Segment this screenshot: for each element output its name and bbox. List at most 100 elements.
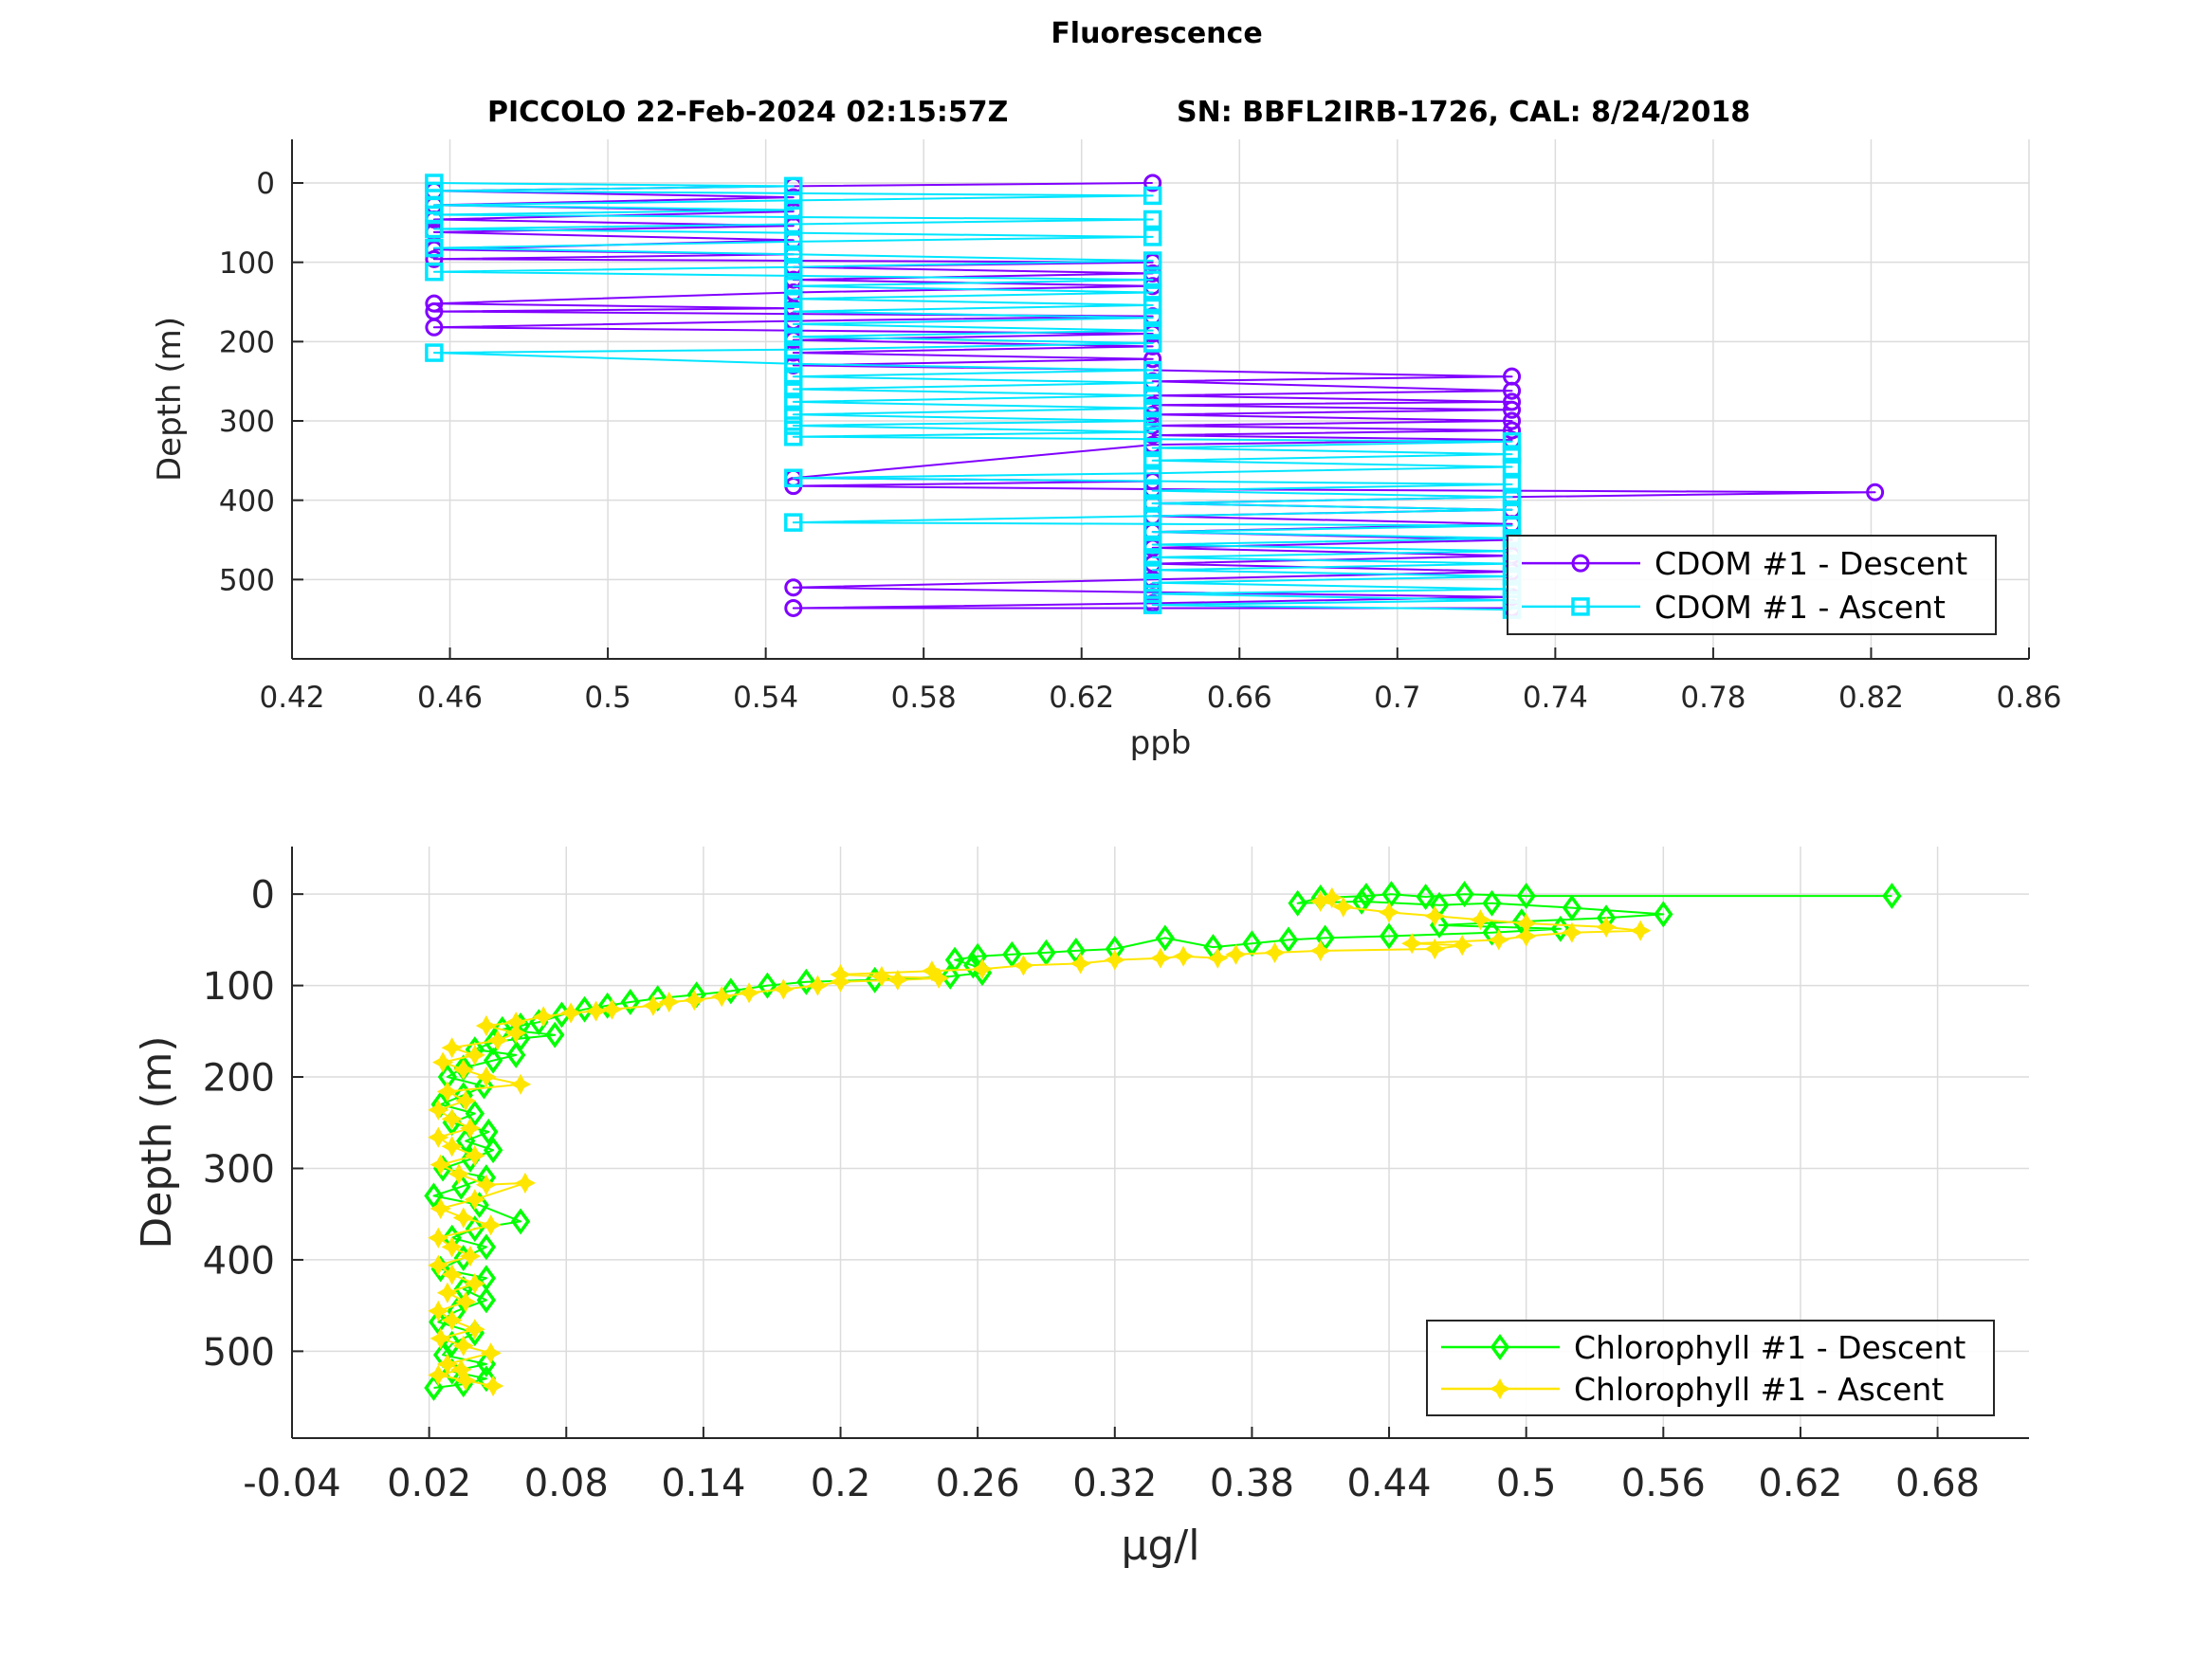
data-point xyxy=(1866,483,1885,501)
data-point xyxy=(784,176,803,196)
data-point xyxy=(505,1022,527,1044)
data-point xyxy=(807,975,829,996)
x-tick-label: 0.02 xyxy=(387,1462,471,1505)
data-point xyxy=(452,1059,474,1081)
data-point xyxy=(1502,487,1522,507)
legend-label: Chlorophyll #1 - Ascent xyxy=(1574,1371,1944,1408)
x-tick-label: 0.46 xyxy=(417,681,483,715)
data-point xyxy=(459,1118,482,1139)
data-point xyxy=(642,994,664,1016)
data-point xyxy=(510,1073,532,1095)
data-point xyxy=(436,1282,458,1304)
y-tick-label: 200 xyxy=(219,326,275,360)
figure-title: Fluorescence xyxy=(1051,17,1262,50)
x-axis-label: ppb xyxy=(1130,724,1192,762)
legend: Chlorophyll #1 - Descent Chlorophyll #1 -… xyxy=(1426,1320,1995,1416)
data-point xyxy=(784,405,803,425)
data-point xyxy=(425,173,444,192)
data-point xyxy=(425,262,444,282)
data-point xyxy=(784,245,803,264)
data-point xyxy=(1470,909,1491,931)
x-tick-label: 0.62 xyxy=(1049,681,1114,715)
data-point xyxy=(784,367,803,386)
x-tick-label: 0.5 xyxy=(584,681,631,715)
data-point xyxy=(1143,560,1162,580)
data-point xyxy=(465,1100,485,1127)
data-point xyxy=(428,1300,449,1322)
data-point xyxy=(830,963,851,986)
data-point xyxy=(1424,905,1446,927)
data-point xyxy=(711,986,733,1008)
y-tick-label: 500 xyxy=(203,1331,275,1375)
data-point xyxy=(1401,933,1423,955)
data-point xyxy=(506,1041,526,1068)
data-point xyxy=(575,995,594,1023)
data-point xyxy=(1143,573,1162,592)
data-point xyxy=(1143,481,1162,501)
data-point xyxy=(430,1154,451,1176)
data-point xyxy=(483,1047,503,1074)
x-tick-label: 0.62 xyxy=(1758,1462,1842,1505)
y-axis-label: Depth (m) xyxy=(133,1035,181,1249)
x-tick-label: -0.04 xyxy=(243,1462,341,1505)
x-tick-label: 0.2 xyxy=(811,1462,871,1505)
y-tick-label: 300 xyxy=(203,1148,275,1192)
data-point xyxy=(784,277,803,296)
data-point xyxy=(441,1037,463,1059)
data-point xyxy=(784,416,803,435)
data-point xyxy=(450,1358,472,1380)
data-point xyxy=(870,965,892,988)
series-line xyxy=(432,893,1892,1389)
data-point xyxy=(1452,935,1473,957)
y-axis-label: Depth (m) xyxy=(151,317,189,482)
x-tick-label: 0.32 xyxy=(1072,1462,1157,1505)
data-point xyxy=(452,1335,474,1357)
series-line xyxy=(437,897,1642,1387)
legend-box xyxy=(1507,535,1997,635)
data-point xyxy=(475,1174,497,1195)
data-point xyxy=(887,969,908,991)
data-point xyxy=(1482,889,1502,917)
data-point xyxy=(428,1364,449,1386)
data-point xyxy=(963,952,983,979)
data-point xyxy=(1143,386,1162,405)
data-point xyxy=(430,1327,451,1349)
data-point xyxy=(1143,595,1162,614)
data-point xyxy=(784,468,803,487)
data-point xyxy=(784,327,803,347)
data-point xyxy=(1379,922,1399,950)
data-point xyxy=(1143,451,1162,470)
data-point xyxy=(1502,445,1522,464)
data-point xyxy=(1503,381,1522,400)
data-point xyxy=(428,1099,449,1121)
data-point xyxy=(921,960,942,982)
data-point xyxy=(784,200,803,220)
data-point xyxy=(1503,400,1522,419)
data-point xyxy=(1630,920,1652,941)
data-point xyxy=(480,1342,502,1364)
data-point xyxy=(476,1286,497,1314)
y-tick-label: 400 xyxy=(219,484,275,519)
y-tick-label: 100 xyxy=(219,246,275,281)
data-point xyxy=(428,1126,449,1148)
data-point xyxy=(1278,926,1299,954)
data-point xyxy=(1207,947,1229,969)
y-tick-label: 0 xyxy=(256,167,275,201)
data-point xyxy=(424,1182,444,1210)
legend-label: CDOM #1 - Descent xyxy=(1654,545,1967,582)
data-point xyxy=(1143,296,1162,315)
legend-marker xyxy=(1571,554,1590,573)
legend-label: Chlorophyll #1 - Descent xyxy=(1574,1329,1965,1366)
data-point xyxy=(1332,896,1354,918)
series-2 xyxy=(428,886,1652,1397)
x-tick-label: 0.08 xyxy=(524,1462,609,1505)
x-tick-label: 0.86 xyxy=(1996,681,2061,715)
data-point xyxy=(1143,210,1162,229)
data-point xyxy=(1502,475,1522,494)
data-point xyxy=(430,1197,451,1219)
series-line xyxy=(432,182,1876,610)
data-point xyxy=(1309,939,1331,961)
data-point xyxy=(474,1072,494,1100)
data-point xyxy=(483,1137,503,1164)
